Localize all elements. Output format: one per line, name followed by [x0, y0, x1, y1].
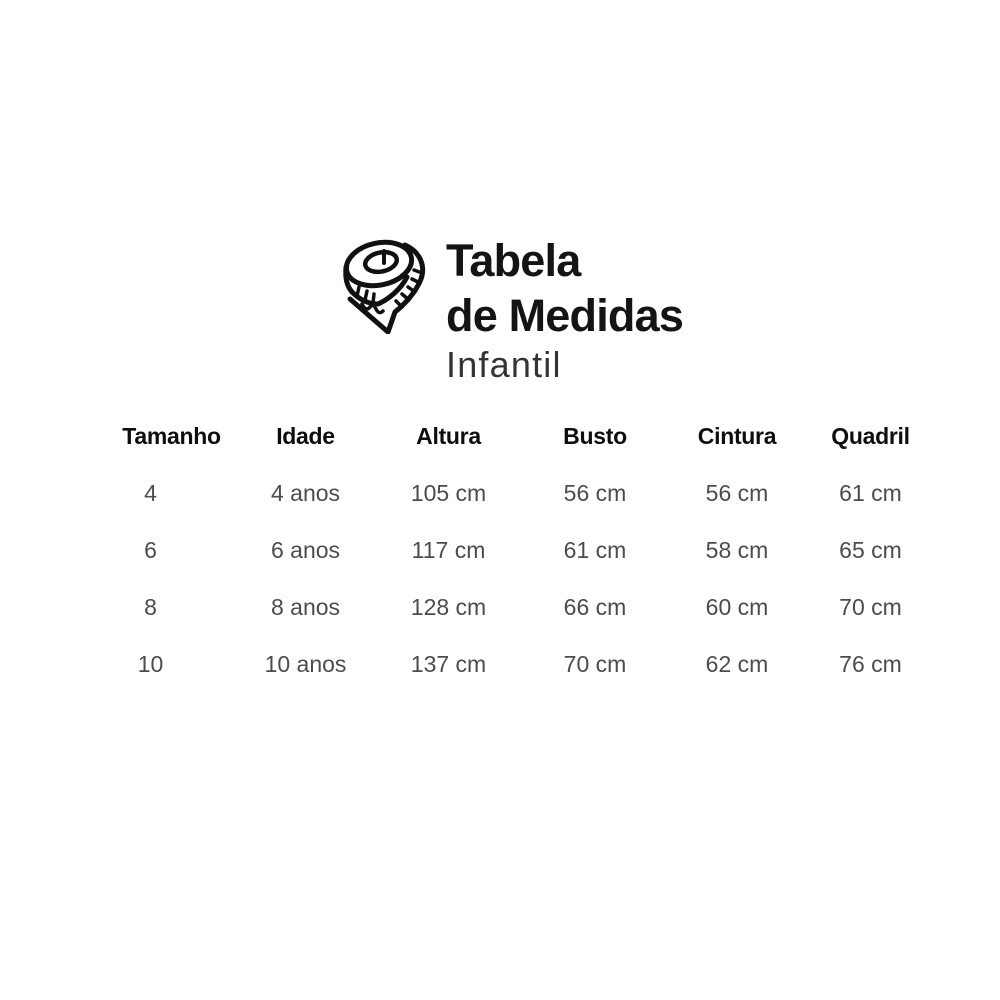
cell-quadril: 70 cm — [839, 594, 902, 620]
cell-cintura: 56 cm — [705, 480, 769, 506]
cell-busto: 66 cm — [563, 594, 627, 620]
cell-quadril: 61 cm — [839, 480, 902, 506]
column-header-busto: Busto — [563, 423, 627, 449]
cell-cintura: 60 cm — [705, 594, 769, 620]
page-title: Tabela de Medidas — [446, 233, 684, 343]
cell-busto: 61 cm — [563, 537, 627, 563]
cell-cintura: 62 cm — [705, 651, 769, 677]
cell-idade: 6 anos — [270, 537, 341, 563]
cell-altura: 117 cm — [411, 537, 486, 563]
cell-altura: 105 cm — [410, 480, 487, 506]
cell-cintura: 58 cm — [705, 537, 769, 563]
cell-quadril: 65 cm — [839, 537, 902, 563]
cell-idade: 4 anos — [270, 480, 341, 506]
cell-quadril: 76 cm — [839, 651, 902, 677]
cell-busto: 70 cm — [563, 651, 627, 677]
column-header-tamanho: Tamanho — [122, 423, 221, 449]
cell-idade: 8 anos — [270, 594, 341, 620]
column-header-altura: Altura — [416, 423, 481, 449]
cell-size: 4 — [144, 480, 157, 506]
page-title-line-1: Tabela — [446, 235, 581, 286]
cell-size: 6 — [144, 537, 157, 563]
cell-altura: 128 cm — [410, 594, 487, 620]
size-table: Tamanho Idade Altura Busto Cintura Quadr… — [107, 408, 935, 693]
cell-busto: 56 cm — [563, 480, 627, 506]
column-header-quadril: Quadril — [831, 423, 910, 449]
cell-size: 8 — [144, 594, 157, 620]
cell-size: 10 — [137, 651, 164, 677]
measuring-tape-icon — [341, 236, 430, 334]
column-header-cintura: Cintura — [697, 423, 777, 449]
page-title-line-2: de Medidas — [446, 290, 684, 341]
cell-altura: 137 cm — [410, 651, 487, 677]
page-subtitle: Infantil — [446, 344, 562, 385]
cell-idade: 10 anos — [264, 651, 347, 677]
column-header-idade: Idade — [276, 423, 335, 449]
